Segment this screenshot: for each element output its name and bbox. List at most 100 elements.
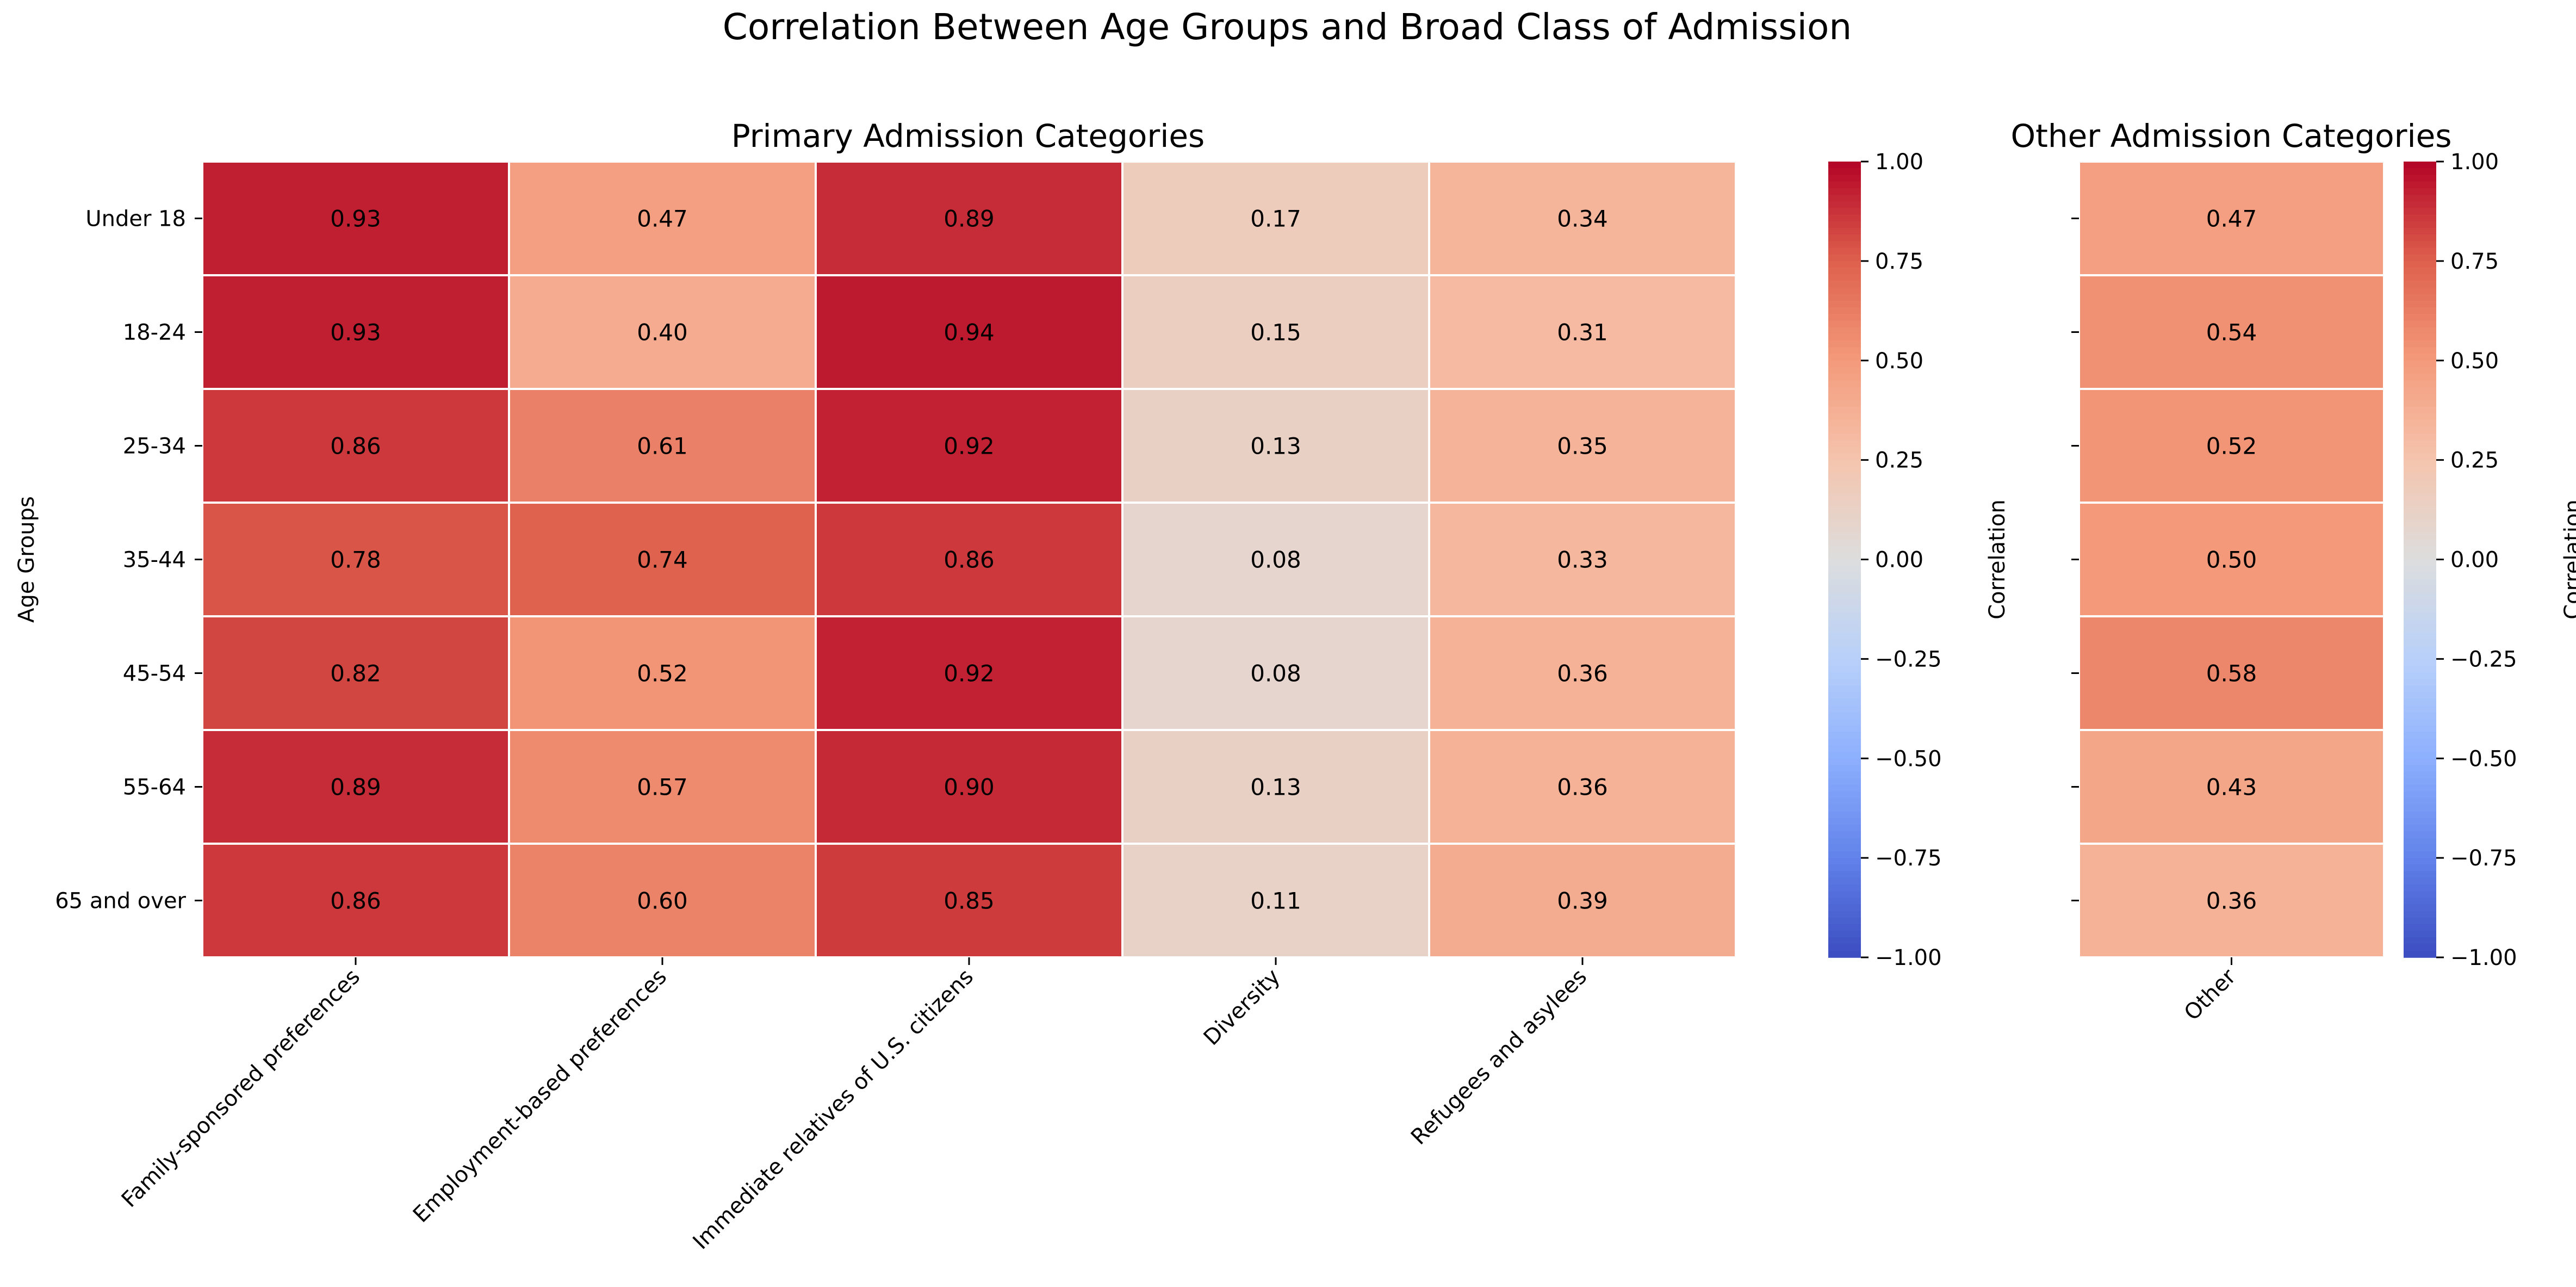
colorbar-slice [1828,692,1861,700]
cell-value-label: 0.93 [330,319,381,346]
colorbar-slice [1828,181,1861,189]
colorbar-slice [2404,798,2436,806]
colorbar-slice [2404,433,2436,441]
heatmap-cell [1428,502,1737,617]
colorbar-slice [1828,619,1861,627]
colorbar-slice [1828,698,1861,706]
heatmap-cell [1121,502,1430,617]
colorbar-slice [2404,944,2436,951]
colorbar-tick-label: −0.75 [2450,846,2517,871]
cell-value-label: 0.50 [2206,547,2257,573]
colorbar-slice [2404,572,2436,580]
colorbar-slice [2404,645,2436,653]
cell-value-label: 0.92 [944,433,995,460]
colorbar-slice [2404,247,2436,255]
colorbar-label: Correlation [2560,499,2576,620]
colorbar-tick-label: 0.25 [2450,448,2499,473]
colorbar-slice [1828,506,1861,513]
cell-value-label: 0.90 [944,774,995,801]
heatmap-cell [815,729,1123,845]
colorbar-tick-label: 0.50 [2450,349,2499,374]
colorbar-slice [2404,851,2436,858]
heatmap-cell [1428,388,1737,504]
colorbar-slice [2404,626,2436,633]
chart-root: Primary Admission Categories 0.93 0.47 0.89… [14,117,2576,1254]
colorbar-slice [2404,227,2436,235]
colorbar-slice [2404,831,2436,839]
colorbar-slice [2404,950,2436,958]
cell-value-label: 0.15 [1250,319,1301,346]
colorbar-slice [2404,327,2436,335]
colorbar-label: Correlation [1985,499,2010,620]
colorbar-slice [2404,486,2436,494]
colorbar-slice [1828,732,1861,739]
cell-value-label: 0.13 [1250,433,1301,460]
colorbar-slice [2404,898,2436,905]
cell-value-label: 0.47 [2206,206,2257,232]
colorbar-tick-label: 1.00 [1875,150,1923,175]
colorbar-slice [1828,917,1861,925]
colorbar-slice [1828,513,1861,521]
colorbar-tick-label: 0.75 [1875,249,1923,274]
colorbar-slice [2404,301,2436,308]
colorbar-slice [1828,605,1861,613]
colorbar-slice [2404,825,2436,832]
colorbar-slice [1828,188,1861,195]
colorbar-slice [1828,539,1861,547]
colorbar-slice [2404,838,2436,845]
heatmap-cell [508,388,817,504]
colorbar-slice [1828,884,1861,892]
colorbar-slice [2404,387,2436,394]
cell-value-label: 0.34 [1557,206,1608,232]
colorbar-slice [2404,579,2436,587]
colorbar-slice [1828,752,1861,759]
colorbar-slice [2404,719,2436,726]
colorbar-slice [1828,652,1861,660]
cell-value-label: 0.40 [637,319,688,346]
y-tick-label: 55-64 [123,775,186,800]
colorbar-slice [2404,241,2436,249]
colorbar-slice [2404,281,2436,288]
colorbar-tick-label: 0.50 [1875,349,1923,374]
heatmap-cell [508,729,817,845]
colorbar-slice [2404,188,2436,195]
colorbar-slice [1828,307,1861,315]
colorbar-slice [1828,480,1861,487]
colorbar-slice [2404,844,2436,852]
colorbar-slice [2404,480,2436,487]
colorbar-slice [1828,227,1861,235]
y-tick-label: 45-54 [123,661,186,686]
colorbar-slice [2404,380,2436,388]
colorbar-slice [2404,745,2436,752]
colorbar-slice [2404,698,2436,706]
colorbar-slice [2404,685,2436,693]
colorbar-slice [2404,254,2436,262]
colorbar-slice [2404,771,2436,779]
colorbar-slice [1828,791,1861,799]
colorbar-slice [1828,301,1861,308]
colorbar-slice [1828,612,1861,620]
colorbar-slice [1828,380,1861,388]
colorbar-slice [2404,493,2436,500]
colorbar-slice [2404,924,2436,932]
colorbar-slice [2404,765,2436,772]
colorbar-slice [2404,499,2436,507]
colorbar-slice [1828,234,1861,242]
colorbar-slice [2404,268,2436,275]
colorbar-slice [1828,354,1861,361]
colorbar-tick-label: −0.50 [1875,746,1942,771]
heatmap-cell [201,615,510,731]
colorbar-slice [2404,221,2436,228]
heatmap-cell [1121,729,1430,845]
heatmap-cell [2078,843,2385,958]
heatmap-cell [201,843,510,958]
x-tick-label: Immediate relatives of U.S. citizens [688,964,979,1255]
colorbar-slice [2404,818,2436,825]
heatmap-cell [1428,160,1737,276]
colorbar-slice [1828,519,1861,527]
colorbar-slice [2404,347,2436,355]
cell-value-label: 0.86 [330,433,381,460]
colorbar-slice [1828,798,1861,806]
colorbar-slice [1828,639,1861,646]
colorbar-tick-label: −0.25 [2450,647,2517,672]
